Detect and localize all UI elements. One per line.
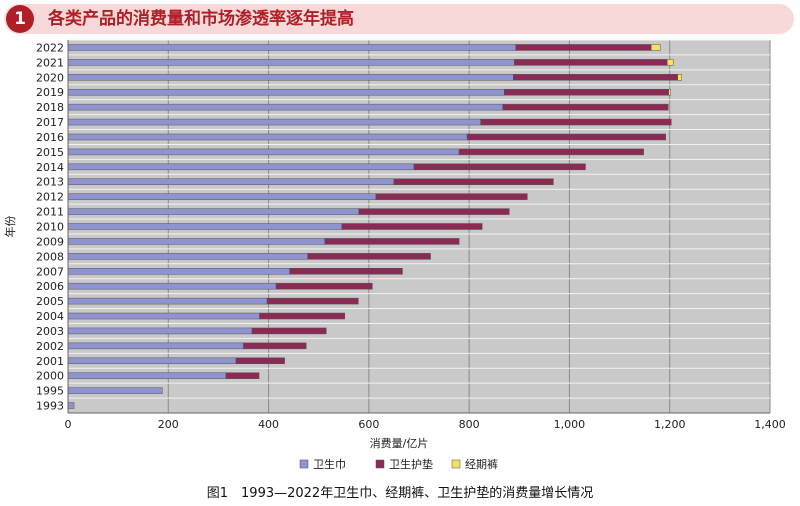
bar-wei-sheng-jin [67, 327, 253, 335]
bar-wei-sheng-jin [67, 238, 325, 245]
y-tick-label: 2000 [36, 370, 64, 383]
bar-wei-sheng-jin [67, 133, 468, 141]
y-tick-label: 2012 [36, 191, 64, 204]
y-tick-label: 2021 [36, 56, 64, 69]
y-tick-label: 2019 [36, 86, 64, 99]
y-tick-label: 2001 [36, 355, 64, 368]
y-tick-label: 1995 [36, 385, 64, 398]
bar-wei-sheng-jin [67, 312, 260, 320]
figure-caption: 图1 1993—2022年卫生巾、经期裤、卫生护垫的消费量增长情况 [206, 486, 594, 501]
x-tick-label: 200 [158, 418, 179, 431]
bar-wei-sheng-hu-dian [266, 297, 359, 305]
bar-wei-sheng-hu-dian [503, 88, 669, 96]
bar-wei-sheng-jin [67, 387, 163, 394]
bar-wei-sheng-hu-dian [235, 357, 285, 365]
bar-wei-sheng-hu-dian [324, 238, 460, 245]
bar-wei-sheng-jin [67, 163, 415, 171]
bar-wei-sheng-hu-dian [251, 327, 327, 335]
bar-wei-sheng-jin [67, 178, 395, 185]
y-tick-label: 2005 [36, 295, 64, 308]
y-tick-label: 2013 [36, 176, 64, 189]
legend-label-jing-qi-ku: 经期裤 [465, 457, 498, 471]
section-banner: 1 各类产品的消费量和市场渗透率逐年提高 [4, 4, 794, 34]
legend-label-wei-sheng-hu-dian: 卫生护垫 [389, 457, 433, 471]
bar-wei-sheng-jin [67, 402, 75, 409]
bar-jing-qi-ku [650, 44, 661, 51]
y-tick-label: 2018 [36, 101, 64, 114]
bar-jing-qi-ku [668, 88, 671, 96]
y-tick-label: 2008 [36, 250, 64, 263]
bar-wei-sheng-jin [67, 268, 290, 275]
section-title: 各类产品的消费量和市场渗透率逐年提高 [48, 9, 354, 29]
x-tick-label: 400 [258, 418, 279, 431]
x-tick-label: 1,400 [754, 418, 786, 431]
x-tick-label: 1,200 [654, 418, 686, 431]
bar-wei-sheng-jin [67, 193, 377, 200]
bar-wei-sheng-jin [67, 208, 360, 215]
bar-wei-sheng-hu-dian [514, 59, 668, 66]
y-tick-label: 2016 [36, 131, 64, 144]
bar-wei-sheng-jin [67, 253, 308, 260]
y-tick-label: 2014 [36, 161, 64, 174]
bar-wei-sheng-hu-dian [358, 208, 510, 215]
y-tick-label: 2007 [36, 265, 64, 278]
bar-wei-sheng-hu-dian [502, 103, 669, 111]
bar-wei-sheng-jin [67, 118, 481, 126]
y-tick-label: 2020 [36, 71, 64, 84]
bar-wei-sheng-hu-dian [393, 178, 554, 185]
legend-swatch-wei-sheng-hu-dian [375, 459, 385, 469]
y-tick-label: 2015 [36, 146, 64, 159]
y-axis-title: 年份 [3, 216, 17, 238]
bar-wei-sheng-hu-dian [480, 118, 672, 126]
x-tick-label: 1,000 [554, 418, 586, 431]
bar-wei-sheng-hu-dian [458, 148, 644, 156]
y-tick-label: 2011 [36, 206, 64, 219]
bar-wei-sheng-jin [67, 59, 515, 66]
bar-wei-sheng-hu-dian [259, 312, 346, 320]
y-tick-label: 2017 [36, 116, 64, 129]
consumption-chart: 0 200 400 600 800 1,000 1,200 1,400 1993 1995 2000… [3, 39, 786, 471]
bar-wei-sheng-hu-dian [513, 74, 678, 81]
bar-wei-sheng-jin [67, 372, 227, 379]
bar-wei-sheng-hu-dian [307, 253, 431, 260]
bar-wei-sheng-jin [67, 357, 237, 365]
x-tick-label: 0 [65, 418, 72, 431]
legend-swatch-wei-sheng-jin [299, 459, 309, 469]
legend-label-wei-sheng-jin: 卫生巾 [313, 457, 346, 471]
x-axis-title: 消费量/亿片 [370, 436, 429, 450]
bar-wei-sheng-hu-dian [466, 133, 666, 141]
bar-wei-sheng-jin [67, 103, 503, 111]
y-tick-label: 2010 [36, 221, 64, 234]
y-tick-label: 1993 [36, 400, 64, 413]
y-tick-label: 2022 [36, 41, 64, 54]
y-tick-label: 2009 [36, 235, 64, 248]
bar-wei-sheng-jin [67, 88, 505, 96]
y-tick-label: 2006 [36, 280, 64, 293]
bar-wei-sheng-jin [67, 44, 517, 51]
bar-wei-sheng-hu-dian [375, 193, 528, 200]
bar-wei-sheng-jin [67, 223, 343, 230]
legend-swatch-jing-qi-ku [451, 459, 461, 469]
bar-wei-sheng-hu-dian [275, 282, 373, 290]
bar-wei-sheng-hu-dian [243, 342, 307, 350]
y-tick-label: 2002 [36, 340, 64, 353]
bar-wei-sheng-jin [67, 148, 460, 156]
bar-wei-sheng-hu-dian [341, 223, 483, 230]
bar-wei-sheng-jin [67, 74, 514, 81]
section-number-badge: 1 [6, 5, 34, 33]
bar-wei-sheng-hu-dian [515, 44, 652, 51]
y-tick-label: 2004 [36, 310, 64, 323]
bar-wei-sheng-hu-dian [289, 268, 403, 275]
x-tick-label: 800 [459, 418, 480, 431]
bar-wei-sheng-jin [67, 297, 268, 305]
bar-jing-qi-ku [677, 74, 682, 81]
x-tick-label: 600 [358, 418, 379, 431]
bar-wei-sheng-jin [67, 282, 277, 290]
y-tick-label: 2003 [36, 325, 64, 338]
bar-jing-qi-ku [666, 59, 674, 66]
bar-wei-sheng-hu-dian [225, 372, 260, 379]
bar-wei-sheng-jin [67, 342, 244, 350]
bar-wei-sheng-hu-dian [413, 163, 586, 171]
